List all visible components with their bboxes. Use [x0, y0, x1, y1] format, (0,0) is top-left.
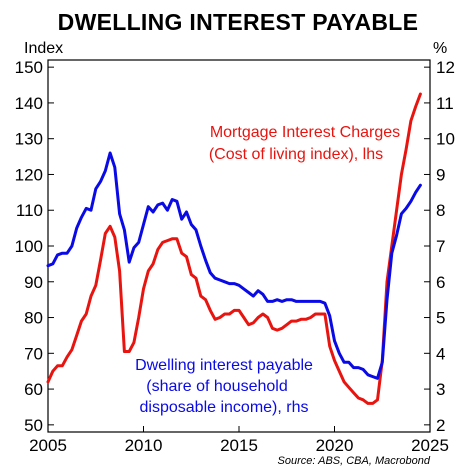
x-tick-label: 2010: [125, 436, 163, 455]
y-right-tick-label: 9: [436, 165, 445, 184]
y-right-tick-label: 3: [436, 380, 445, 399]
x-tick-label: 2005: [29, 436, 67, 455]
y-left-tick-label: 50: [24, 416, 43, 435]
chart-title: DWELLING INTEREST PAYABLE: [58, 9, 419, 35]
y-left-tick-label: 130: [15, 130, 43, 149]
y-right-tick-label: 2: [436, 416, 445, 435]
x-tick-label: 2020: [316, 436, 354, 455]
dwelling-label-line-3: disposable income), rhs: [140, 399, 309, 416]
y-left-tick-label: 80: [24, 309, 43, 328]
x-tick-label: 2015: [220, 436, 258, 455]
dwelling-label-line-1: Dwelling interest payable: [135, 357, 313, 374]
left-axis-unit: Index: [24, 40, 63, 57]
source-note: Source: ABS, CBA, Macrobond: [278, 455, 431, 467]
x-axis: 2005 2010 2015 2020 2025: [29, 426, 449, 455]
y-right-tick-label: 8: [436, 201, 445, 220]
y-axis-left: 50 60 70 80 90 100 110 120 130 140 150: [15, 58, 54, 435]
y-right-tick-label: 11: [436, 94, 454, 113]
y-right-tick-label: 12: [436, 58, 455, 77]
y-left-tick-label: 150: [15, 58, 43, 77]
series-layer: [46, 92, 422, 405]
mortgage-label-line-2: (Cost of living index), lhs: [209, 146, 383, 163]
mortgage-series-label: Mortgage Interest Charges (Cost of livin…: [209, 124, 400, 163]
y-axis-right: 2 3 4 5 6 7 8 9 10 11 12: [424, 58, 455, 435]
y-left-tick-label: 70: [24, 344, 43, 363]
dwelling-interest-line: [46, 151, 422, 380]
x-tick-label: 2025: [411, 436, 449, 455]
mortgage-interest-line: [46, 92, 422, 405]
y-left-tick-label: 140: [15, 94, 43, 113]
dwelling-label-line-2: (share of household: [146, 378, 287, 395]
y-left-tick-label: 110: [16, 201, 43, 220]
y-right-tick-label: 10: [436, 130, 455, 149]
y-left-tick-label: 90: [24, 273, 43, 292]
y-left-tick-label: 100: [15, 237, 43, 256]
y-right-tick-label: 4: [436, 344, 445, 363]
y-left-tick-label: 60: [24, 380, 43, 399]
mortgage-label-line-1: Mortgage Interest Charges: [210, 124, 400, 141]
right-axis-unit: %: [433, 40, 447, 57]
y-right-tick-label: 7: [436, 237, 445, 256]
y-left-tick-label: 120: [15, 165, 43, 184]
dwelling-series-label: Dwelling interest payable (share of hous…: [135, 357, 313, 416]
y-right-tick-label: 5: [436, 309, 445, 328]
y-right-tick-label: 6: [436, 273, 445, 292]
